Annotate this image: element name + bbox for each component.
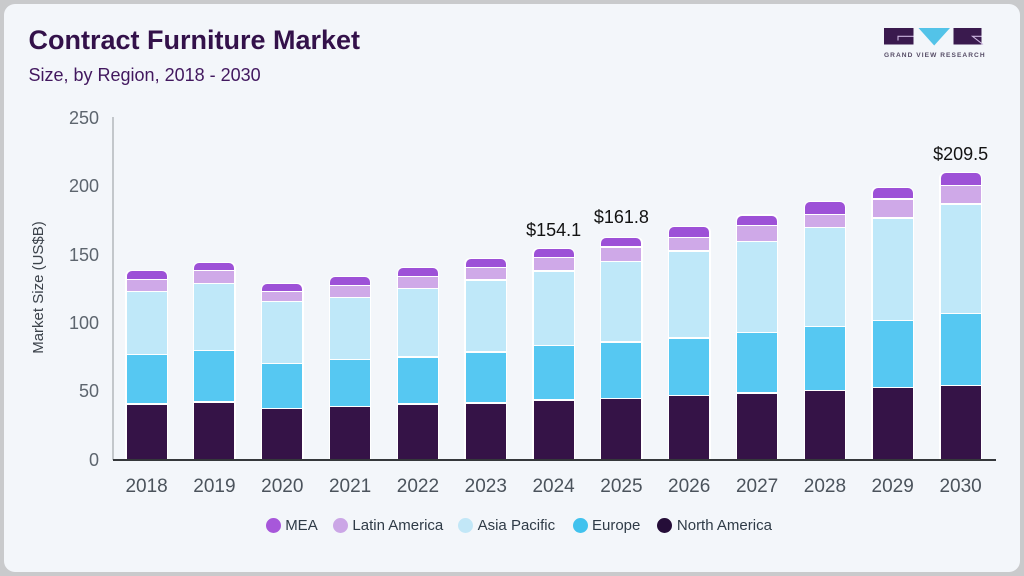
svg-text:GRAND VIEW RESEARCH: GRAND VIEW RESEARCH: [884, 52, 985, 59]
